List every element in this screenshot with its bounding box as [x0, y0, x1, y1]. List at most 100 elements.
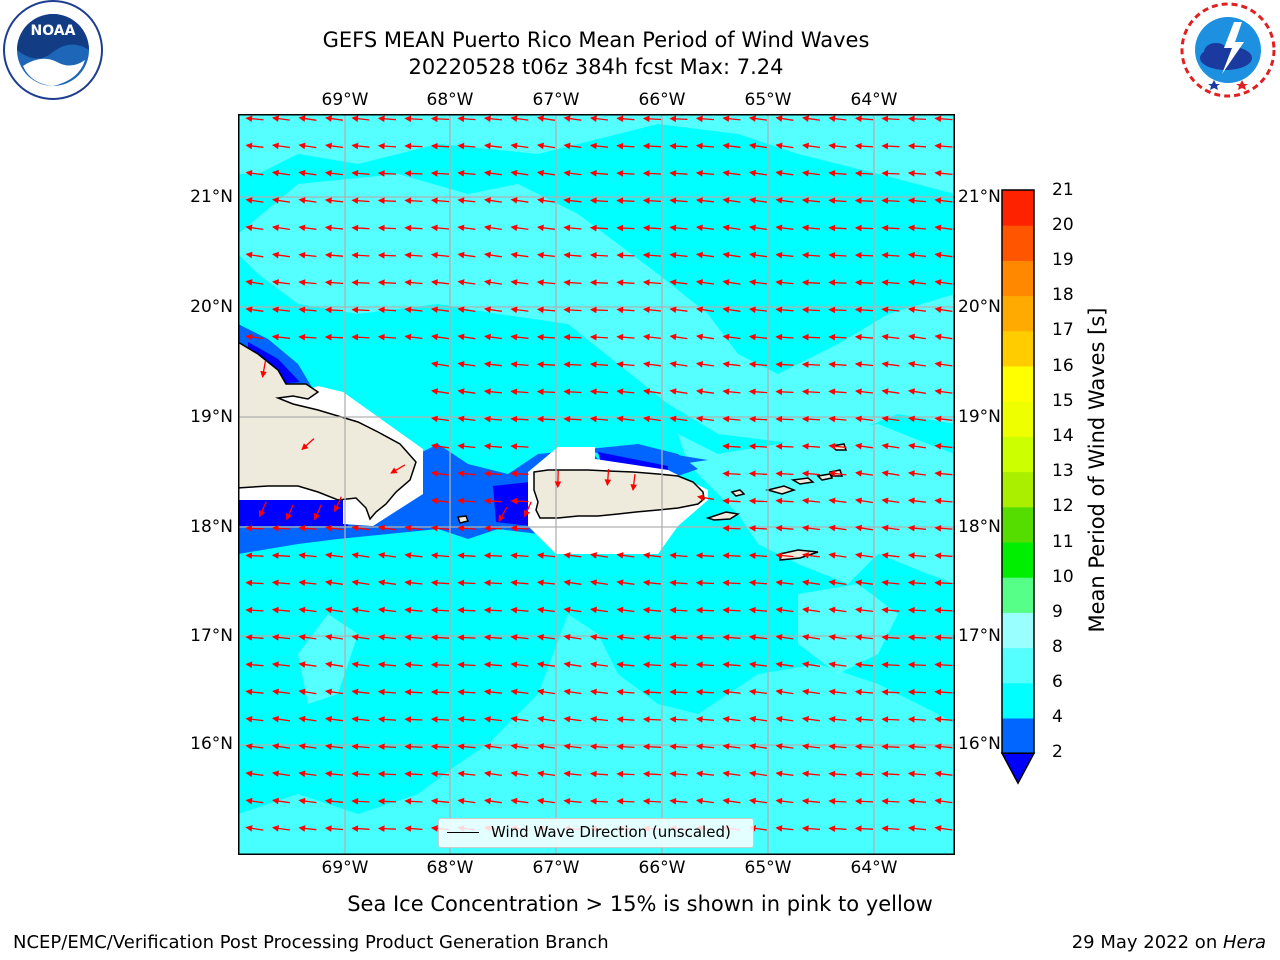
wind-wave-arrow-head — [483, 470, 491, 478]
wind-wave-arrow-head — [934, 661, 942, 669]
wind-wave-arrow-head — [483, 169, 492, 177]
wind-wave-arrow-head — [325, 115, 333, 122]
wind-wave-arrow-head — [934, 224, 942, 232]
wind-wave-arrow-head — [563, 306, 571, 314]
wind-wave-arrow-head — [457, 360, 465, 368]
wind-wave-arrow-head — [563, 415, 571, 423]
wind-wave-arrow-head — [669, 306, 677, 313]
wind-wave-arrow-head — [775, 688, 783, 696]
wind-wave-arrow-head — [537, 197, 545, 204]
wind-wave-arrow-head — [696, 306, 704, 313]
wind-wave-arrow-head — [828, 552, 836, 559]
wind-wave-arrow-head — [854, 142, 862, 150]
wind-wave-arrow-head — [351, 716, 359, 723]
wind-wave-arrow-head — [430, 579, 438, 587]
wind-wave-arrow-head — [722, 333, 730, 341]
wind-wave-arrow-head — [881, 415, 889, 423]
wind-wave-arrow-head — [510, 606, 518, 614]
wind-wave-arrow-head — [457, 197, 465, 204]
lon-tick-top: 65°W — [744, 90, 792, 110]
wind-wave-arrow-head — [616, 252, 624, 259]
wind-wave-arrow-head — [536, 224, 544, 232]
wind-wave-arrow-head — [258, 509, 265, 518]
wind-wave-arrow-head — [484, 361, 491, 368]
colorbar-tick-label: 6 — [1052, 672, 1063, 692]
wind-wave-arrow-head — [775, 470, 783, 478]
wind-wave-arrow-head — [510, 251, 518, 259]
wind-wave-arrow-head — [907, 579, 915, 587]
wind-wave-arrow-head — [523, 509, 530, 518]
wind-wave-arrow-head — [590, 552, 598, 559]
wind-wave-arrow-head — [722, 579, 730, 587]
wind-wave-arrow-head — [907, 743, 915, 751]
wind-wave-arrow-head — [298, 743, 306, 750]
wind-wave-arrow-head — [563, 715, 571, 723]
wind-wave-arrow-head — [669, 797, 677, 805]
wind-wave-arrow-head — [563, 169, 571, 177]
wind-wave-arrow-head — [908, 442, 916, 450]
wind-wave-arrow-head — [722, 279, 730, 286]
wind-wave-arrow-head — [854, 197, 862, 205]
wind-wave-arrow-head — [642, 306, 650, 314]
wind-wave-arrow-head — [907, 797, 915, 805]
wind-wave-arrow-head — [881, 661, 889, 669]
wind-wave-arrow-head — [590, 115, 597, 122]
wind-wave-arrow-head — [536, 279, 544, 286]
wind-wave-arrow-head — [669, 360, 677, 368]
wind-wave-arrow-head — [854, 743, 862, 751]
colorbar-segment — [1002, 577, 1034, 613]
wind-wave-arrow-head — [934, 470, 942, 477]
colorbar-tick-label: 10 — [1052, 567, 1074, 587]
wind-wave-arrow-head — [404, 224, 412, 232]
wind-wave-arrow-head — [855, 552, 863, 559]
wind-wave-arrow-head — [245, 579, 253, 587]
wind-wave-arrow-head — [589, 224, 597, 232]
wind-wave-arrow-head — [536, 797, 544, 805]
wind-wave-arrow-head — [748, 333, 756, 341]
wind-wave-arrow-head — [377, 743, 385, 751]
wind-wave-arrow-head — [554, 481, 562, 489]
lat-tick-left: 19°N — [190, 407, 233, 427]
wind-wave-arrow-head — [324, 770, 332, 778]
wind-wave-arrow-head — [801, 251, 809, 259]
wind-wave-arrow-head — [563, 606, 571, 614]
wind-wave-arrow-head — [324, 715, 333, 723]
wind-wave-arrow-head — [589, 333, 597, 341]
wind-wave-arrow-head — [537, 770, 545, 778]
wind-wave-arrow-head — [272, 661, 279, 668]
wind-wave-arrow-head — [934, 360, 942, 368]
wind-wave-arrow-head — [881, 224, 889, 232]
wind-wave-arrow-head — [775, 388, 783, 396]
wind-wave-arrow-head — [589, 252, 597, 259]
wind-wave-arrow-head — [775, 743, 783, 750]
lat-tick-right: 18°N — [958, 517, 1001, 537]
lat-tick-right: 21°N — [958, 187, 1001, 207]
wind-wave-arrow-head — [457, 333, 465, 341]
nws-logo — [1178, 0, 1278, 100]
wind-wave-arrow-head — [801, 142, 810, 150]
wind-wave-arrow-head — [695, 743, 703, 750]
wind-wave-arrow-head — [854, 770, 862, 778]
colorbar-tick-label: 9 — [1052, 602, 1063, 622]
wind-wave-arrow-head — [907, 224, 915, 232]
wind-wave-arrow-head — [642, 770, 650, 778]
map-canvas — [238, 114, 955, 855]
wind-wave-arrow-head — [510, 715, 518, 723]
wind-wave-arrow-head — [298, 825, 306, 832]
wind-wave-arrow-head — [324, 224, 332, 232]
wind-wave-arrow-head — [377, 115, 385, 123]
colorbar-svg — [1000, 189, 1036, 785]
wind-wave-arrow-head — [616, 306, 624, 314]
wind-wave-arrow-head — [907, 470, 915, 477]
wind-wave-arrow-head — [271, 770, 280, 777]
wind-wave-arrow-head — [351, 633, 359, 641]
wind-wave-arrow-head — [404, 170, 412, 177]
wind-wave-arrow-head — [934, 579, 942, 587]
wind-wave-arrow-head — [589, 142, 597, 150]
wind-wave-arrow-head — [271, 634, 279, 641]
wind-wave-arrow-head — [934, 552, 942, 559]
wind-wave-arrow-head — [775, 661, 783, 668]
wind-wave-arrow-head — [934, 525, 942, 532]
colorbar-segment — [1002, 401, 1034, 437]
wind-wave-arrow-head — [828, 170, 836, 177]
